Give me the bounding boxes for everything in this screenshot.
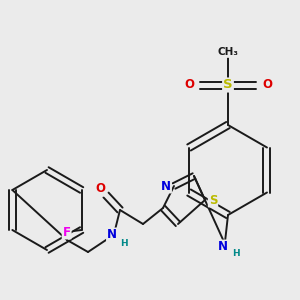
Text: CH₃: CH₃ xyxy=(218,47,239,57)
Text: O: O xyxy=(95,182,105,196)
Text: S: S xyxy=(209,194,217,206)
Text: H: H xyxy=(232,250,240,259)
Text: O: O xyxy=(184,79,194,92)
Text: H: H xyxy=(120,239,128,248)
Text: N: N xyxy=(218,241,228,254)
Text: O: O xyxy=(262,79,272,92)
Text: N: N xyxy=(107,229,117,242)
Text: S: S xyxy=(223,79,233,92)
Text: N: N xyxy=(161,179,171,193)
Text: F: F xyxy=(63,226,70,238)
